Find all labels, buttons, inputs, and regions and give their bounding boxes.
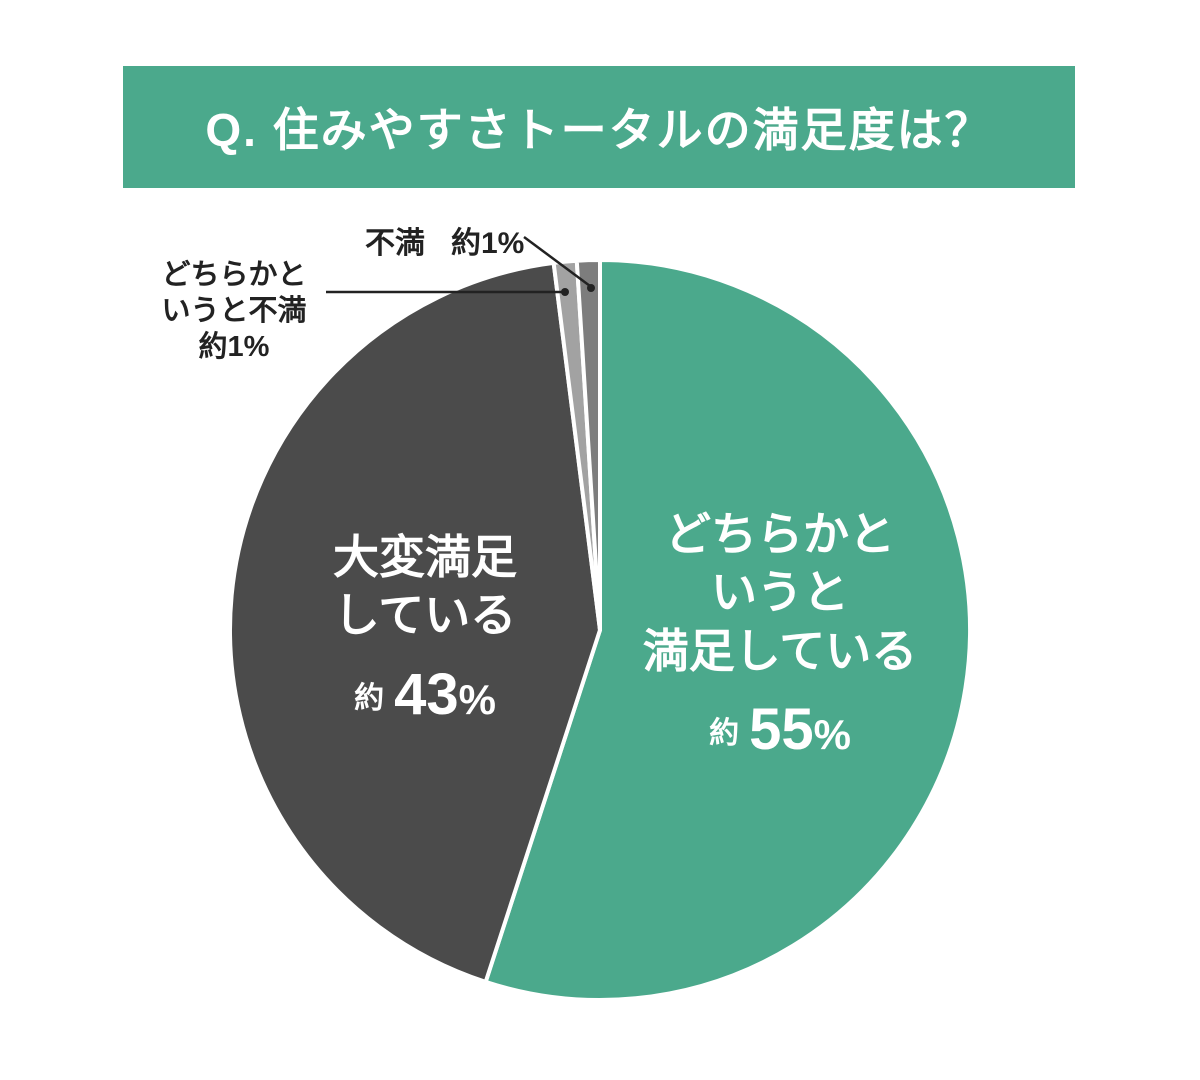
pie-slice-4	[574, 258, 602, 632]
callout-percent: 約1%	[451, 227, 525, 260]
percent-number: 43	[394, 661, 459, 727]
callout-name-line: いうと不満	[161, 294, 307, 327]
callout-dot-dochira-fuman	[561, 288, 569, 296]
question-banner: Q. 住みやすさトータルの満足度は？	[123, 66, 1075, 188]
pie-slice-1	[483, 258, 972, 1002]
question-title: Q. 住みやすさトータルの満足度は？	[205, 104, 993, 156]
callout-percent: 約1%	[198, 330, 270, 363]
callout-lines	[326, 235, 595, 296]
callout-dot-fuman	[587, 284, 595, 292]
percent-sign: %	[458, 675, 496, 723]
callout-name: 不満	[365, 227, 425, 260]
callout-line-fuman	[523, 235, 591, 288]
callout-name-line: どちらかと	[161, 259, 307, 291]
pie-slice-2	[228, 260, 602, 984]
percent-sign: %	[813, 711, 851, 759]
callout-label-fuman: 不満 約1%	[365, 218, 524, 262]
pie-slices	[228, 258, 972, 1002]
slice-label-line: 大変満足	[333, 531, 517, 583]
slice-label-line: どちらかと	[665, 508, 895, 560]
approx-prefix: 約	[709, 717, 740, 751]
approx-prefix: 約	[354, 681, 385, 715]
slice-label-line: 満足している	[642, 624, 918, 677]
percent-number: 55	[749, 697, 814, 763]
slice-percentage: 約 43%	[245, 661, 605, 728]
slice-label-line: している	[333, 589, 517, 642]
slice-percentage: 約 55%	[590, 696, 970, 763]
callout-label-dochira-fuman: どちらかと いうと不満 約1%	[146, 258, 322, 366]
slice-label-somewhat-satisfied: どちらかと いうと 満足している 約 55%	[590, 505, 970, 763]
slice-label-very-satisfied: 大変満足 している 約 43%	[245, 528, 605, 728]
slice-label-line: いうと	[711, 566, 849, 619]
